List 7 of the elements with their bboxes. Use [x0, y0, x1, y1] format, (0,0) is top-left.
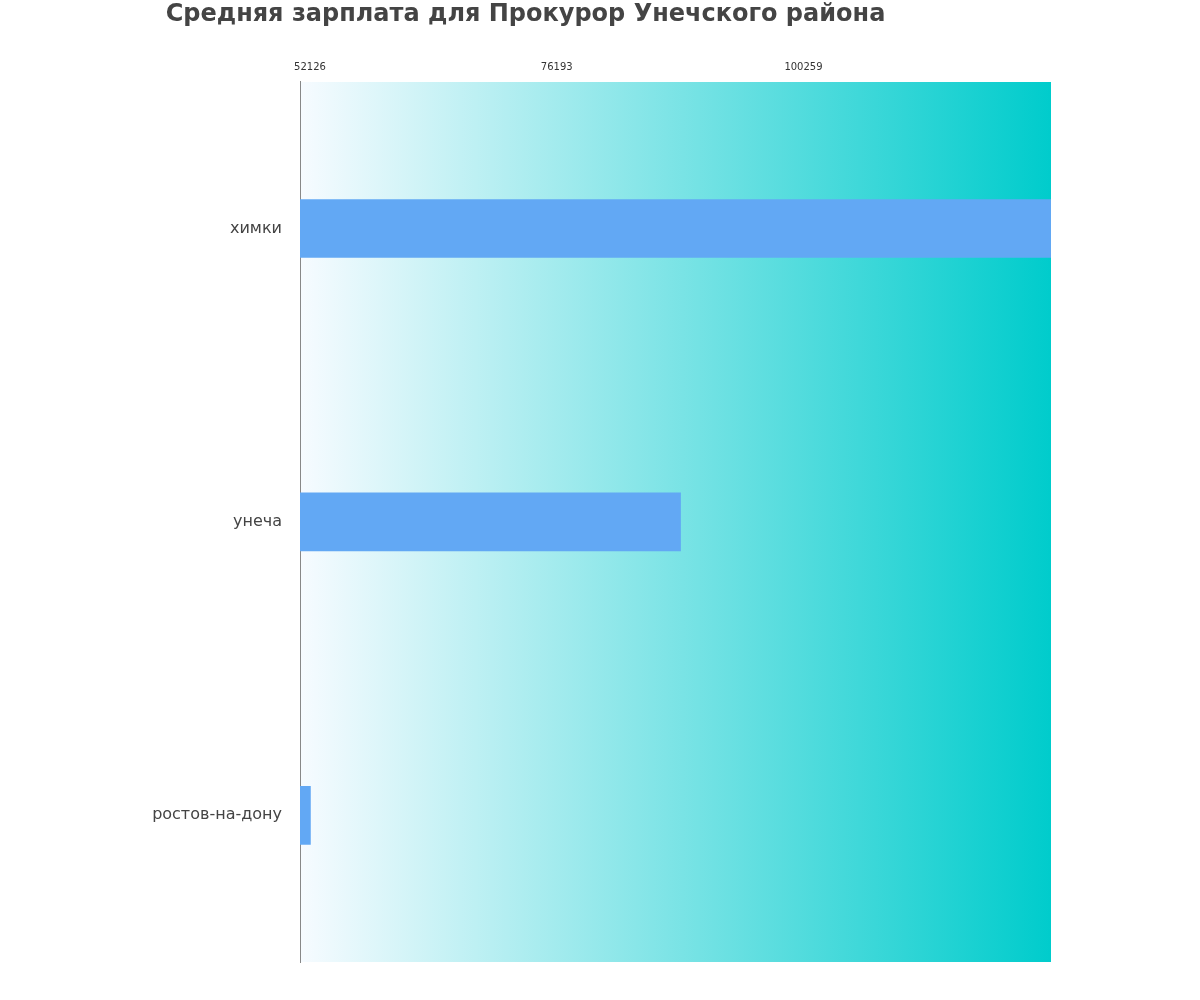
x-tick-label: 52126 — [294, 61, 326, 73]
y-tick-label: ростов-на-дону — [152, 804, 282, 824]
chart-title: Средняя зарплата для Прокурор Унечского района — [165, 0, 886, 27]
x-tick-label: 100259 — [784, 61, 823, 73]
y-tick-label: унеча — [232, 511, 282, 531]
x-tick-label: 76193 — [540, 61, 573, 73]
y-tick-label: химки — [230, 217, 282, 237]
